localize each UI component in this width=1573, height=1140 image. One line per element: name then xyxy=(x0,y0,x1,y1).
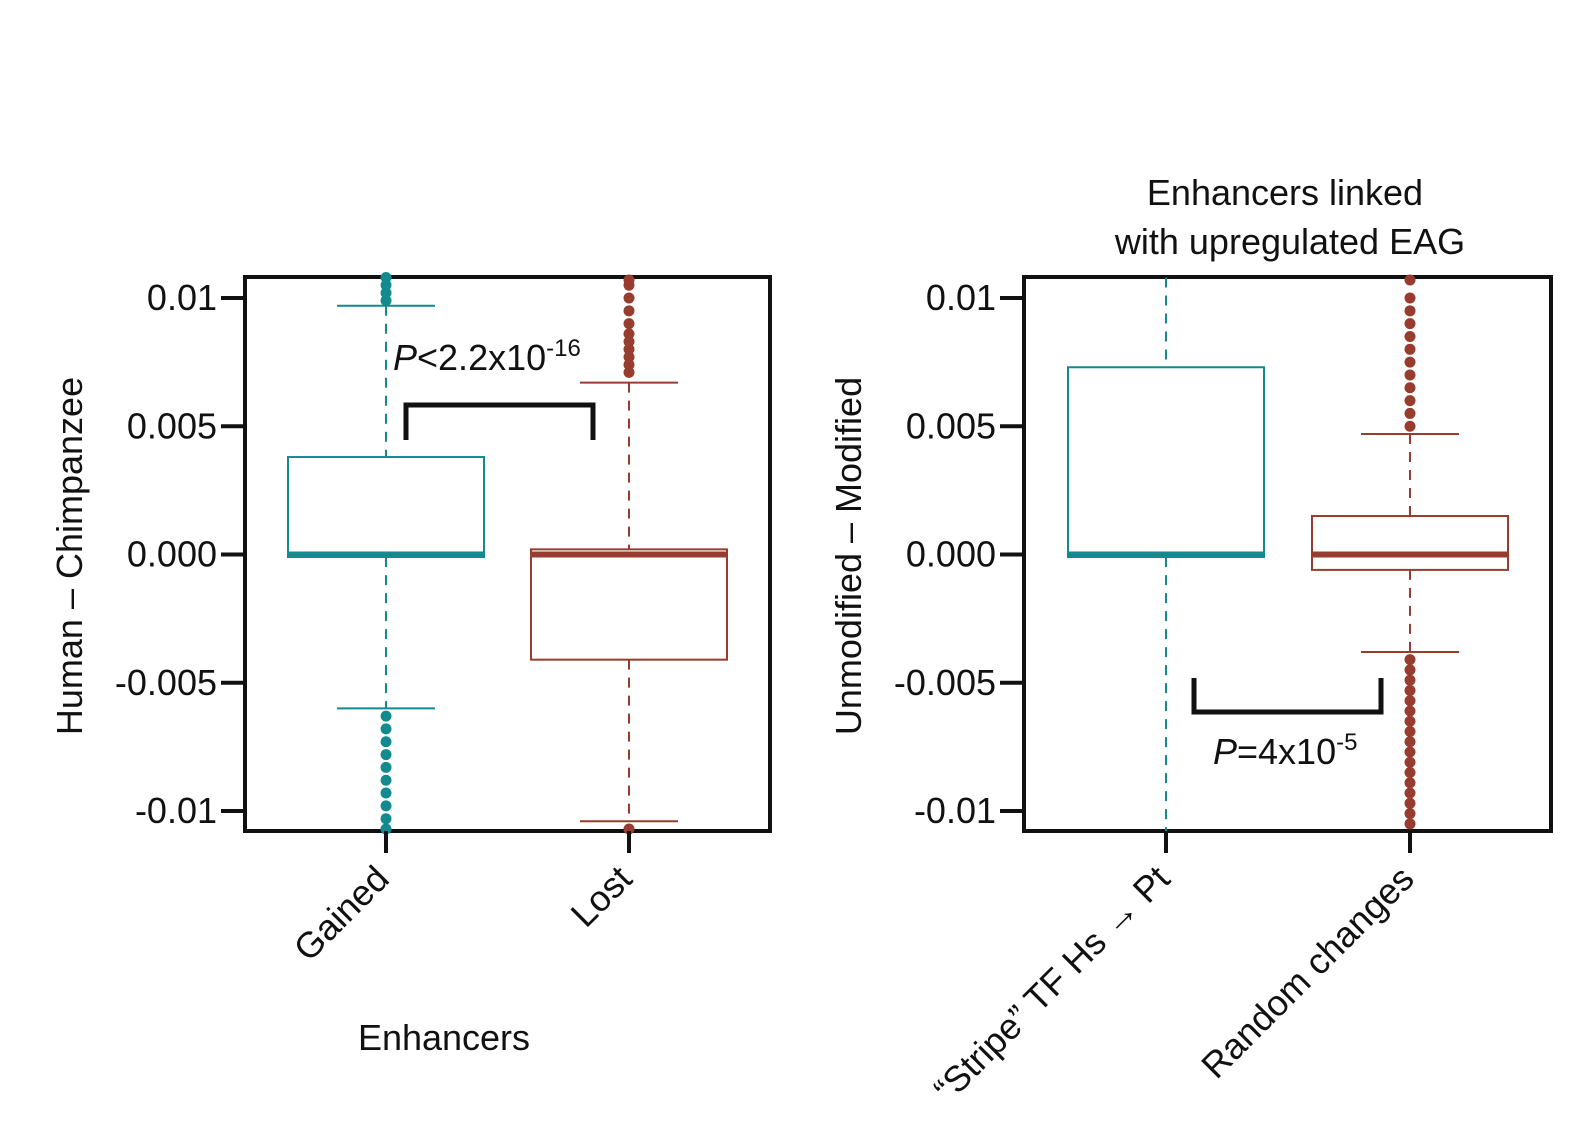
x-axis-title: Enhancers xyxy=(358,1017,530,1058)
outlier-point xyxy=(1404,684,1416,696)
y-tick-label: 0.005 xyxy=(906,405,996,446)
outlier-point xyxy=(623,823,635,835)
outlier-point xyxy=(1404,369,1416,381)
outlier-point xyxy=(623,274,635,286)
box-first xyxy=(287,271,485,835)
p-value-text: =4x10 xyxy=(1237,731,1336,772)
outlier-point xyxy=(623,343,635,355)
outlier-point xyxy=(1404,382,1416,394)
y-tick-label: 0.01 xyxy=(926,277,996,318)
x-category-label: Lost xyxy=(563,858,640,935)
outlier-point xyxy=(380,787,392,799)
iqr-box xyxy=(1067,366,1265,559)
p-value-annotation: P=4x10-5 xyxy=(1213,729,1357,772)
y-tick-label: 0.01 xyxy=(147,277,217,318)
outlier-point xyxy=(380,723,392,735)
outlier-point xyxy=(1404,767,1416,779)
y-tick-label: -0.01 xyxy=(914,790,996,831)
outlier-point xyxy=(1404,787,1416,799)
outlier-point xyxy=(1404,654,1416,666)
iqr-box xyxy=(1311,515,1509,571)
y-axis-title: Unmodified – Modified xyxy=(828,377,869,735)
outlier-point xyxy=(623,305,635,317)
box-second xyxy=(1311,274,1509,830)
outlier-point xyxy=(1404,756,1416,768)
x-category-label: “Stripe” TF Hs → Pt xyxy=(926,858,1178,1110)
outlier-point xyxy=(1404,797,1416,809)
outlier-point xyxy=(1404,274,1416,286)
outlier-point xyxy=(380,736,392,748)
p-value-symbol: P xyxy=(393,337,417,378)
outlier-point xyxy=(380,823,392,835)
p-value-exponent: -16 xyxy=(546,335,581,362)
panel-title: Enhancers linked with upregulated EAG xyxy=(1114,172,1465,262)
y-tick-label: 0.000 xyxy=(127,534,217,575)
y-tick-label: -0.005 xyxy=(894,662,996,703)
outlier-point xyxy=(380,761,392,773)
outlier-point xyxy=(1404,808,1416,820)
box-second xyxy=(530,274,728,835)
outlier-point xyxy=(1404,420,1416,432)
outlier-point xyxy=(1404,695,1416,707)
iqr-box xyxy=(530,548,728,661)
panel-human-chimpanzee: Human – Chimpanzee Enhancers P<2.2x10-16… xyxy=(49,271,772,1058)
panel-title-line-1: Enhancers linked xyxy=(1147,172,1423,213)
p-value-text: <2.2x10 xyxy=(417,337,546,378)
outlier-point xyxy=(380,813,392,825)
y-tick-label: -0.005 xyxy=(115,662,217,703)
outlier-point xyxy=(380,295,392,307)
p-value-annotation: P<2.2x10-16 xyxy=(393,335,581,378)
y-axis-title: Human – Chimpanzee xyxy=(49,377,90,735)
outlier-point xyxy=(1404,746,1416,758)
outlier-point xyxy=(1404,395,1416,407)
outlier-point xyxy=(623,366,635,378)
outlier-point xyxy=(1404,343,1416,355)
outlier-point xyxy=(623,328,635,340)
outlier-point xyxy=(380,271,392,283)
outlier-point xyxy=(1404,330,1416,342)
outlier-point xyxy=(1404,407,1416,419)
y-tick-label: 0.005 xyxy=(127,405,217,446)
y-tick-label: 0.000 xyxy=(906,534,996,575)
outlier-point xyxy=(380,800,392,812)
x-category-label: Random changes xyxy=(1193,858,1422,1087)
outlier-point xyxy=(1404,318,1416,330)
outlier-point xyxy=(623,351,635,363)
outlier-point xyxy=(623,359,635,371)
outlier-point xyxy=(1404,292,1416,304)
outlier-point xyxy=(623,318,635,330)
outlier-point xyxy=(1404,818,1416,830)
outlier-point xyxy=(623,292,635,304)
outlier-point xyxy=(623,336,635,348)
outlier-point xyxy=(1404,705,1416,717)
y-tick-label: -0.01 xyxy=(135,790,217,831)
outlier-point xyxy=(1404,736,1416,748)
outlier-point xyxy=(380,287,392,299)
outlier-point xyxy=(380,774,392,786)
p-value-exponent: -5 xyxy=(1336,729,1357,756)
outlier-point xyxy=(380,749,392,761)
outlier-point xyxy=(380,710,392,722)
box-first xyxy=(1067,277,1265,832)
outlier-point xyxy=(380,279,392,291)
iqr-box xyxy=(287,456,485,559)
outlier-point xyxy=(1404,356,1416,368)
outlier-point xyxy=(1404,674,1416,686)
outlier-point xyxy=(1404,305,1416,317)
p-value-symbol: P xyxy=(1213,731,1237,772)
x-category-label: Gained xyxy=(286,858,397,969)
outlier-point xyxy=(1404,664,1416,676)
outlier-point xyxy=(1404,725,1416,737)
significance-bracket xyxy=(1191,678,1384,715)
panel-title-line-2: with upregulated EAG xyxy=(1114,221,1465,262)
outlier-point xyxy=(1404,715,1416,727)
significance-bracket xyxy=(403,402,596,440)
panel-unmodified-modified: Enhancers linked with upregulated EAG Un… xyxy=(828,172,1553,1110)
outlier-point xyxy=(1404,777,1416,789)
